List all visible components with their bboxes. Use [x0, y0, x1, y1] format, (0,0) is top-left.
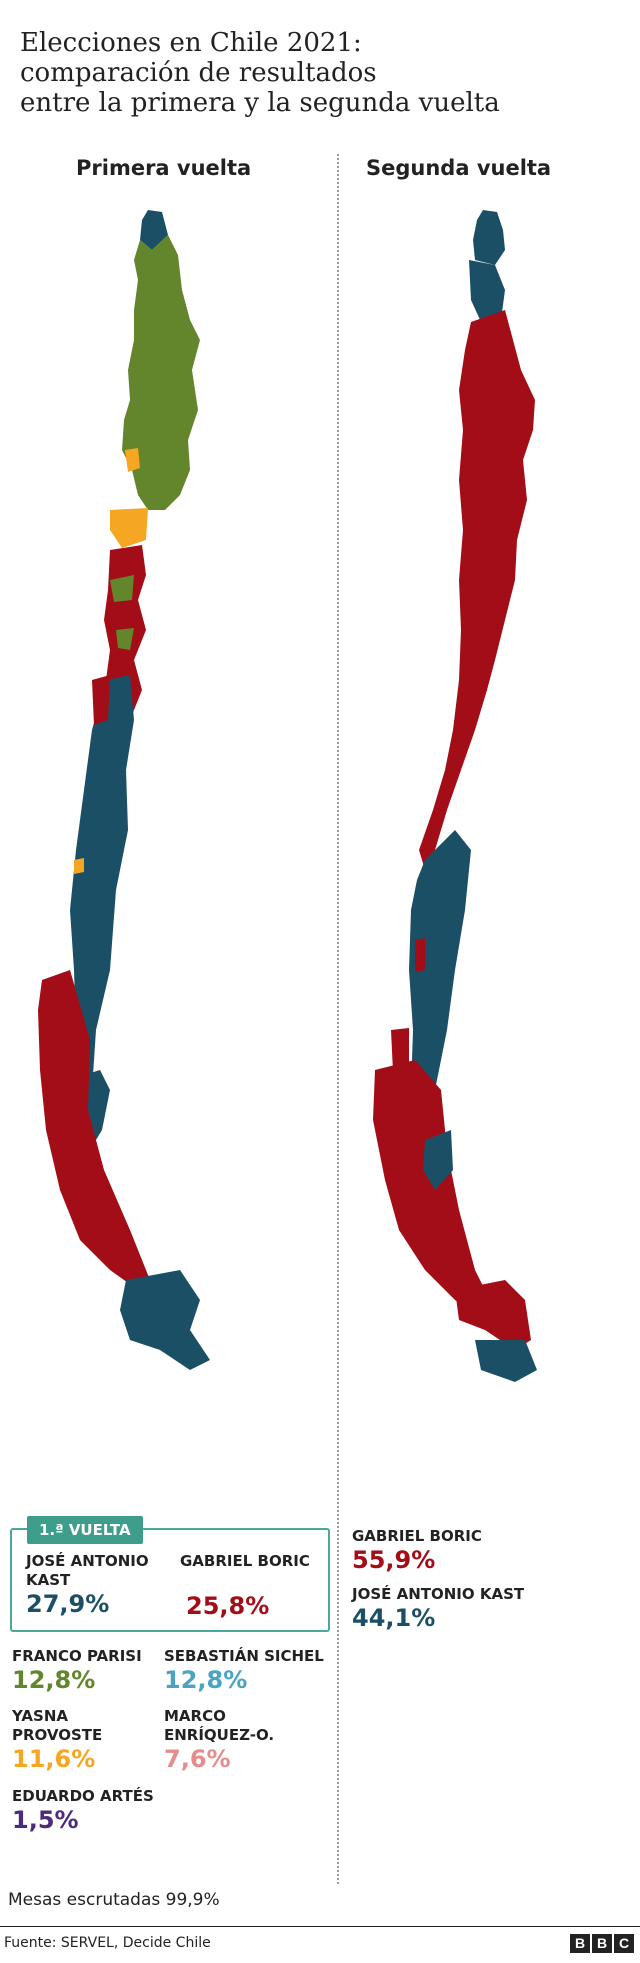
bbc-logo-letter: B: [592, 1934, 612, 1953]
map-region-far-south-boric: [38, 970, 160, 1310]
map-region-central-parisi-2: [116, 628, 134, 650]
candidate-artes: Eduardo Artés 1,5%: [12, 1787, 192, 1834]
candidate-pct: 11,6%: [12, 1745, 96, 1773]
candidate-name: José Antonio Kast: [352, 1585, 525, 1603]
candidate-boric-second: Gabriel Boric 55,9%: [352, 1527, 612, 1574]
candidate-pct: 12,8%: [12, 1666, 96, 1694]
title-line-2: comparación de resultados: [20, 58, 377, 88]
map2-region-north-boric: [419, 310, 535, 870]
first-round-tag: 1.ª VUELTA: [27, 1516, 143, 1544]
candidate-kast-first: José Antonio Kast 27,9%: [26, 1552, 166, 1618]
chart-title: Elecciones en Chile 2021: comparación de…: [20, 28, 620, 118]
map-region-magallanes-kast: [120, 1270, 210, 1370]
candidate-name: Gabriel Boric: [352, 1527, 482, 1545]
column-divider: [337, 154, 339, 1884]
map-region-north-parisi: [122, 235, 200, 510]
map2-region-magallanes-boric: [455, 1280, 531, 1350]
map2-region-north-tip: [473, 210, 505, 265]
map2-region-central-boric-bits: [415, 938, 425, 972]
candidate-name: Franco Parisi: [12, 1647, 142, 1665]
map2-region-chiloe-boric: [391, 1028, 409, 1072]
bbc-logo: B B C: [570, 1934, 634, 1953]
map2-region-north-kast: [469, 260, 505, 322]
map2-region-central-kast: [409, 830, 471, 1110]
candidate-name: José Antonio Kast: [26, 1552, 149, 1589]
candidate-pct: 25,8%: [186, 1592, 270, 1620]
candidate-pct: 44,1%: [352, 1604, 436, 1632]
candidate-parisi: Franco Parisi 12,8%: [12, 1647, 162, 1694]
map-region-provoste-2: [110, 508, 148, 548]
title-line-1: Elecciones en Chile 2021:: [20, 28, 362, 58]
candidate-provoste: Yasna Provoste 11,6%: [12, 1707, 112, 1773]
candidate-name: Yasna Provoste: [12, 1707, 103, 1744]
candidate-pct: 55,9%: [352, 1546, 436, 1574]
candidate-boric-first: Gabriel Boric 25,8%: [180, 1552, 325, 1620]
candidate-pct: 7,6%: [164, 1745, 231, 1773]
candidate-pct: 12,8%: [164, 1666, 248, 1694]
map2-region-south-boric: [373, 1060, 495, 1320]
source-note: Fuente: SERVEL, Decide Chile: [4, 1935, 211, 1951]
map-region-south-central-kast: [70, 675, 134, 1110]
map2-region-fuego-kast: [475, 1340, 537, 1382]
second-round-heading: Segunda vuelta: [366, 156, 552, 180]
candidate-name: Gabriel Boric: [180, 1552, 310, 1570]
map-region-provoste-3: [74, 858, 84, 874]
counted-tables-note: Mesas escrutadas 99,9%: [8, 1890, 220, 1910]
candidate-name: Eduardo Artés: [12, 1787, 154, 1805]
candidate-name: Sebastián Sichel: [164, 1647, 324, 1665]
second-round-map: [373, 210, 537, 1382]
map-region-central-parisi: [110, 575, 134, 602]
candidate-name: Marco Enríquez-O.: [164, 1707, 275, 1744]
first-round-map: [38, 210, 210, 1370]
candidate-sichel: Sebastián Sichel 12,8%: [164, 1647, 334, 1694]
candidate-pct: 27,9%: [26, 1590, 110, 1618]
candidate-enriquez: Marco Enríquez-O. 7,6%: [164, 1707, 284, 1773]
candidate-pct: 1,5%: [12, 1806, 79, 1834]
map2-region-south-kast: [423, 1130, 453, 1190]
candidate-kast-second: José Antonio Kast 44,1%: [352, 1585, 622, 1632]
bbc-logo-letter: C: [614, 1934, 634, 1953]
first-round-heading: Primera vuelta: [76, 156, 252, 180]
map-region-north-tip: [140, 210, 168, 250]
map-region-boric-bits: [92, 675, 110, 725]
map-region-provoste-1: [125, 448, 140, 472]
title-line-3: entre la primera y la segunda vuelta: [20, 88, 500, 118]
footer-divider: [0, 1926, 640, 1927]
bbc-logo-letter: B: [570, 1934, 590, 1953]
first-round-results-box: 1.ª VUELTA: [10, 1516, 330, 1632]
